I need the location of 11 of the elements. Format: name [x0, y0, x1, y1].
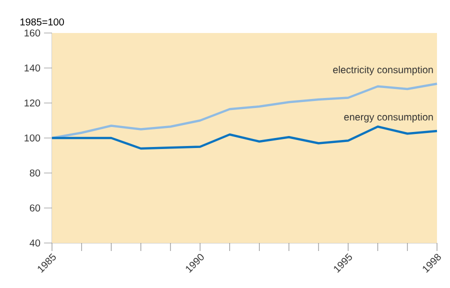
- y-tick-label: 40: [30, 239, 40, 247]
- y-axis-title: 1985=100: [20, 18, 64, 26]
- y-tick-label: 100: [24, 134, 40, 142]
- y-tick-label: 60: [30, 204, 40, 212]
- y-tick-label: 80: [30, 169, 40, 177]
- y-tick-label: 140: [24, 64, 40, 72]
- line-series: [50, 82, 438, 140]
- y-tick-label: 120: [24, 99, 40, 107]
- series-label: energy consumption: [344, 113, 433, 122]
- y-tick-label: 160: [24, 29, 40, 37]
- series-label: electricity consumption: [333, 66, 433, 76]
